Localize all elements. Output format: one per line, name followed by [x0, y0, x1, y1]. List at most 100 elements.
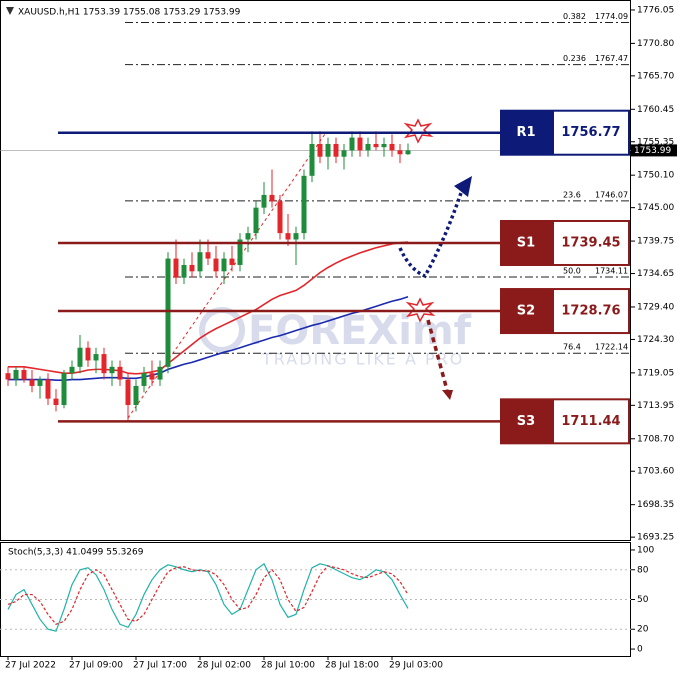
- y-tick-label: 1750.10: [637, 171, 674, 181]
- candle-body: [181, 264, 187, 278]
- symbol-icon: [6, 7, 14, 15]
- candle-body: [45, 379, 51, 399]
- candle-body: [61, 373, 67, 406]
- candle-body: [277, 201, 283, 234]
- candle-body: [293, 233, 299, 240]
- candle-body: [317, 143, 323, 157]
- candle-body: [389, 143, 395, 151]
- candle-body: [165, 258, 171, 367]
- candle-body: [141, 373, 147, 386]
- x-tick-label: 29 Jul 03:00: [389, 661, 443, 671]
- fib-ratio: 50.0: [563, 266, 581, 275]
- candle-body: [101, 354, 107, 374]
- y-tick-label: 50: [637, 595, 649, 605]
- candle-body: [5, 373, 11, 380]
- candle-body: [213, 258, 219, 272]
- arrow-head: [454, 176, 472, 197]
- sr-value: 1739.45: [561, 235, 620, 250]
- candle-body: [93, 354, 99, 361]
- y-tick-label: 1760.45: [637, 105, 674, 115]
- x-tick-label: 27 Jul 2022: [5, 661, 56, 671]
- candle-body: [149, 373, 155, 380]
- fib-ratio: 23.6: [563, 190, 581, 199]
- y-tick-label: 1745.00: [637, 203, 674, 213]
- candle-body: [341, 150, 347, 157]
- candle-body: [253, 207, 259, 234]
- x-tick-label: 27 Jul 09:00: [69, 661, 123, 671]
- candle-body: [197, 252, 203, 272]
- stochastic-line: [7, 562, 409, 632]
- sr-value: 1728.76: [561, 304, 620, 319]
- candle-body: [133, 385, 139, 406]
- sr-level: S2 1728.76: [58, 288, 630, 335]
- y-tick-label: 1708.70: [637, 434, 674, 444]
- sr-name-box: [500, 219, 552, 266]
- burst-icon: [403, 118, 434, 144]
- x-tick-label: 28 Jul 10:00: [261, 661, 315, 671]
- sr-level: S3 1711.44: [58, 398, 630, 445]
- x-tick-label: 27 Jul 17:00: [133, 661, 187, 671]
- sr-value: 1756.77: [561, 125, 620, 140]
- candle-body: [221, 258, 227, 272]
- arrow-head: [442, 390, 453, 400]
- sr-name: S1: [517, 235, 535, 250]
- candle-body: [357, 137, 363, 151]
- fib-price: 1722.14: [595, 343, 628, 352]
- candle-body: [157, 366, 163, 380]
- moving-average: [8, 241, 409, 375]
- candle-body: [365, 143, 371, 151]
- fib-price: 1767.47: [595, 54, 628, 63]
- moving-average: [8, 296, 409, 381]
- candle-body: [373, 143, 379, 148]
- sr-name: S3: [517, 414, 535, 429]
- fib-price: 1746.07: [595, 190, 628, 199]
- watermark-tagline: TRADING LIKE A PRO: [261, 350, 464, 369]
- main-frame: [0, 0, 631, 541]
- y-tick-label: 20: [637, 625, 649, 635]
- candle-body: [125, 379, 131, 406]
- sr-value-box: [552, 109, 630, 156]
- candle-body: [85, 347, 91, 361]
- candle-body: [13, 370, 19, 380]
- fib-price: 1734.11: [595, 266, 628, 275]
- y-tick-label: 1755.35: [637, 137, 674, 147]
- candle-body: [245, 233, 251, 240]
- y-tick-label: 0: [637, 645, 643, 655]
- y-tick-label: 1739.75: [637, 237, 674, 247]
- fib-price: 1774.09: [595, 12, 628, 21]
- sr-value-box: [552, 398, 630, 445]
- sr-value-box: [552, 288, 630, 335]
- candle-body: [37, 379, 43, 386]
- x-tick-label: 28 Jul 18:00: [325, 661, 379, 671]
- y-tick-label: 1776.05: [637, 5, 674, 15]
- candle-body: [381, 143, 387, 148]
- candle-body: [285, 233, 291, 240]
- candle-body: [325, 143, 331, 157]
- candle-body: [205, 252, 211, 259]
- candle-body: [237, 239, 243, 265]
- y-tick-label: 1729.40: [637, 302, 674, 312]
- candle-body: [173, 258, 179, 278]
- sr-name-box: [500, 398, 552, 445]
- stochastic-line: [7, 565, 409, 625]
- candle-body: [333, 143, 339, 157]
- candle-body: [397, 150, 403, 155]
- chart-title: XAUUSD.h,H1 1753.39 1755.08 1753.29 1753…: [18, 8, 241, 18]
- candle-body: [69, 366, 75, 374]
- candle-body: [117, 366, 123, 380]
- candle-body: [189, 264, 195, 272]
- sr-name-box: [500, 288, 552, 335]
- candle-body: [269, 194, 275, 202]
- sr-name: R1: [516, 125, 535, 140]
- x-tick-label: 28 Jul 02:00: [197, 661, 251, 671]
- price-tag: [631, 144, 677, 157]
- candle-body: [77, 347, 83, 367]
- y-tick-label: 1765.70: [637, 71, 674, 81]
- y-tick-label: 1719.05: [637, 368, 674, 378]
- sr-value-box: [552, 219, 630, 266]
- y-tick-label: 100: [637, 545, 654, 555]
- candle-body: [301, 175, 307, 234]
- sr-value: 1711.44: [561, 414, 620, 429]
- sr-level: S1 1739.45: [58, 219, 630, 266]
